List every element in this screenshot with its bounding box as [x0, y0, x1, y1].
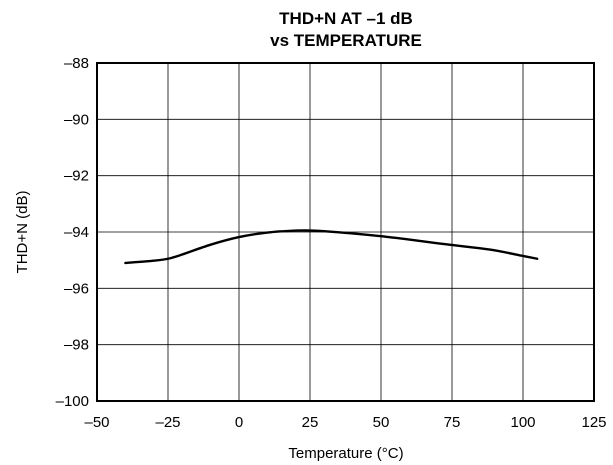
y-tick-label: –88 [64, 55, 89, 72]
y-axis-label: THD+N (dB) [14, 191, 31, 274]
x-tick-label: 75 [444, 414, 461, 431]
y-tick-label: –90 [64, 111, 89, 128]
y-tick-label: –98 [64, 337, 89, 354]
x-axis-label: Temperature (°C) [288, 445, 403, 462]
y-tick-label: –100 [56, 393, 89, 410]
series [124, 229, 539, 265]
plot-frame [96, 62, 595, 402]
y-tick-label: –94 [64, 224, 89, 241]
y-axis-ticks: –88 –90 –92 –94 –96 –98 –100 [56, 55, 89, 410]
x-tick-label: 0 [235, 414, 243, 431]
x-tick-label: 50 [373, 414, 390, 431]
x-axis-ticks: –50 –25 0 25 50 75 100 125 [84, 414, 606, 431]
x-tick-label: 125 [581, 414, 606, 431]
x-tick-label: –25 [155, 414, 180, 431]
x-tick-label: 25 [302, 414, 319, 431]
x-tick-label: –50 [84, 414, 109, 431]
chart-title-line-1: THD+N AT –1 dB [279, 9, 413, 28]
y-tick-label: –96 [64, 280, 89, 297]
y-tick-label: –92 [64, 168, 89, 185]
x-tick-label: 100 [510, 414, 535, 431]
chart-title-line-2: vs TEMPERATURE [270, 31, 422, 50]
series-line-0 [124, 229, 539, 265]
